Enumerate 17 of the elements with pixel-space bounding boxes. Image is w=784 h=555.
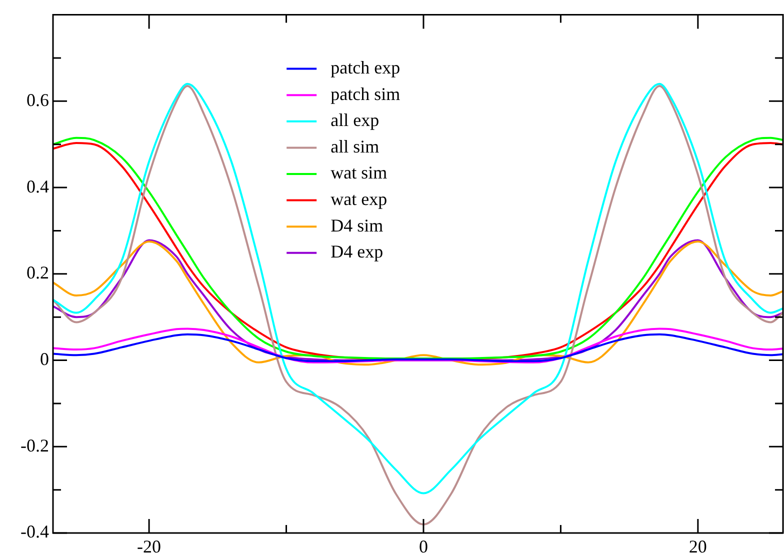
y-tick-label: 0.4: [26, 176, 49, 196]
x-tick-label: 20: [688, 536, 707, 555]
y-tick-label: 0: [40, 349, 49, 369]
legend-label: patch exp: [330, 58, 400, 78]
y-tick-label: 0.6: [26, 90, 49, 110]
y-tick-label: 0.2: [26, 262, 49, 283]
x-tick-label: -20: [137, 536, 162, 555]
x-tick-label: 0: [418, 536, 428, 555]
legend-label: patch sim: [330, 84, 400, 104]
legend-label: D4 sim: [330, 215, 384, 236]
legend-label: all sim: [330, 136, 380, 156]
legend-label: all exp: [330, 110, 380, 130]
legend-label: wat exp: [330, 189, 388, 210]
legend-label: D4 exp: [330, 242, 384, 262]
legend-label: wat sim: [330, 162, 388, 183]
y-tick-label: -0.2: [20, 435, 49, 456]
y-tick-label: -0.4: [20, 522, 49, 542]
